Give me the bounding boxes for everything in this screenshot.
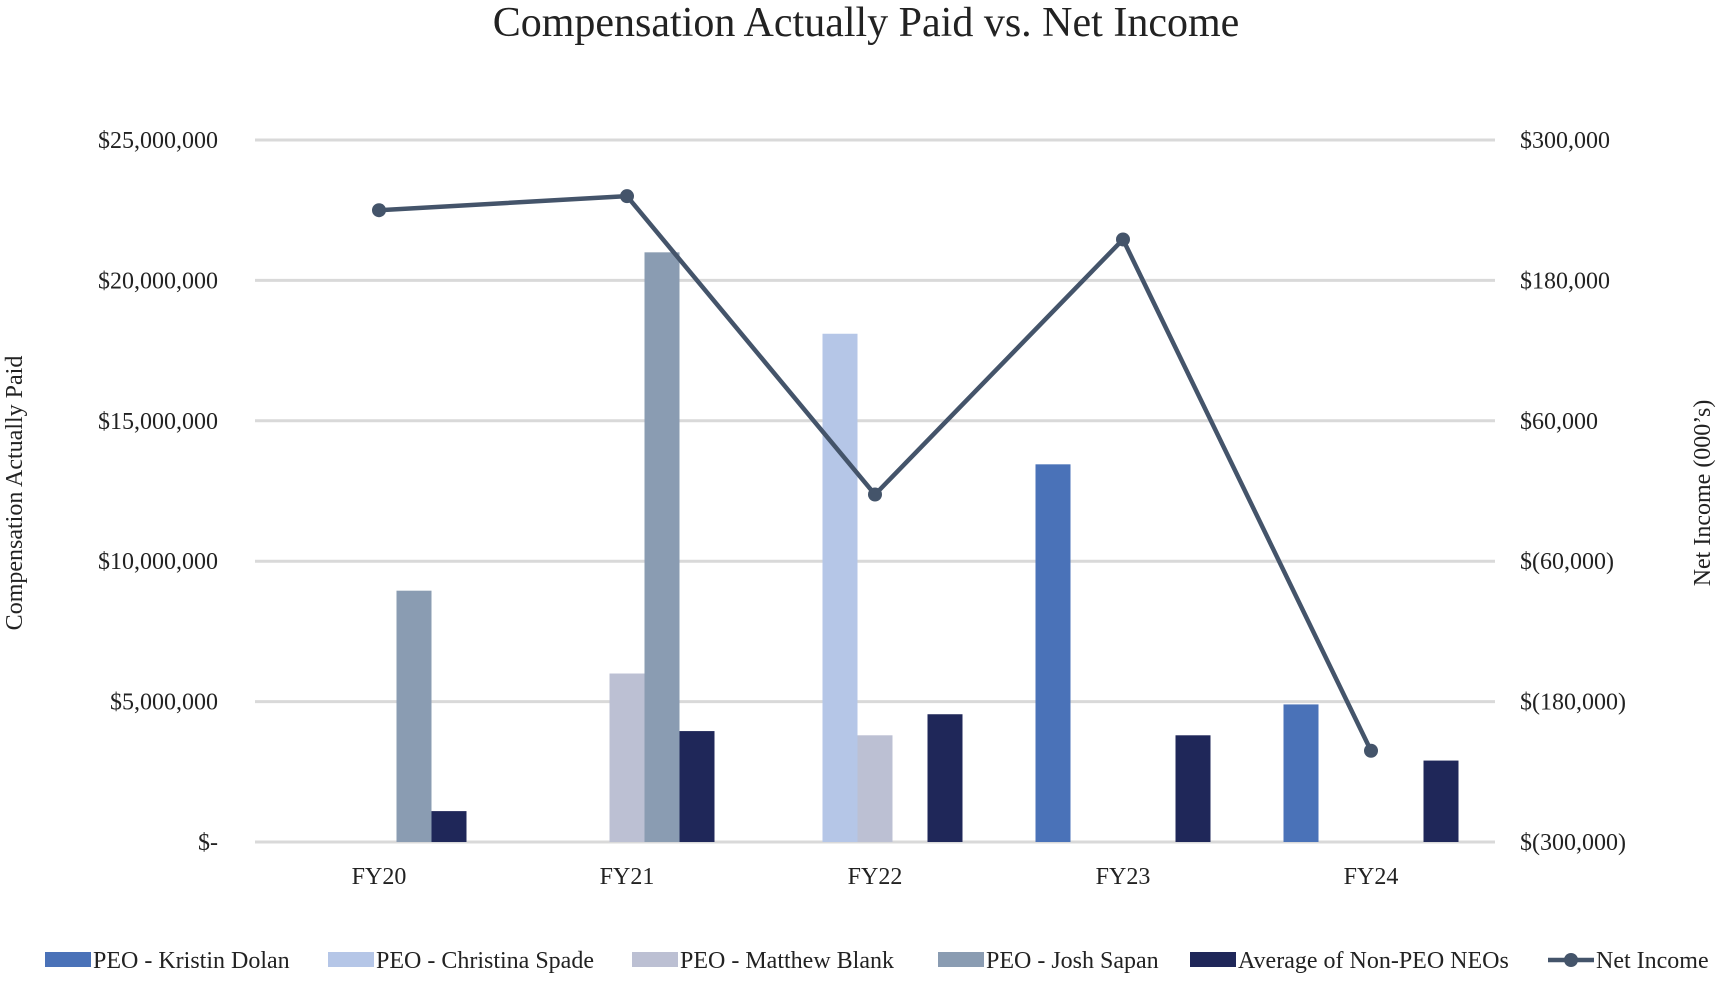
legend-swatch [632,952,678,967]
legend-swatch [328,952,374,967]
left-axis-tick-label: $- [198,830,218,856]
category-tick-label: FY24 [1344,864,1399,890]
category-tick-label: FY22 [848,864,903,890]
bar-series [396,252,1459,842]
right-axis-tick-label: $180,000 [1520,268,1610,294]
legend-item: PEO - Josh Sapan [938,948,1159,974]
legend-label: PEO - Matthew Blank [680,948,894,974]
legend-label: PEO - Kristin Dolan [93,948,290,974]
right-axis-tick-label: $60,000 [1520,409,1598,435]
category-tick-label: FY20 [352,864,407,890]
legend-swatch [1190,952,1236,967]
legend-swatch [45,952,91,967]
legend-marker [1564,953,1578,967]
legend-label: Average of Non-PEO NEOs [1238,948,1509,974]
bar-peo-josh-sapan-fy21 [644,252,680,842]
right-axis-tick-label: $300,000 [1520,128,1610,154]
category-tick-label: FY23 [1096,864,1151,890]
net-income-point-fy20 [372,203,386,218]
bar-average-of-non-peo-neos-fy24 [1423,760,1459,842]
bar-average-of-non-peo-neos-fy21 [679,731,715,842]
bar-average-of-non-peo-neos-fy22 [927,714,963,842]
bar-average-of-non-peo-neos-fy23 [1175,735,1211,842]
left-axis-tick-label: $20,000,000 [98,268,218,294]
legend-label: PEO - Josh Sapan [986,948,1159,974]
bar-average-of-non-peo-neos-fy20 [431,811,467,842]
legend-item: Average of Non-PEO NEOs [1190,948,1509,974]
category-axis-ticks: FY20 FY21 FY22 FY23 FY24 [352,864,1399,890]
bar-peo-kristin-dolan-fy24 [1283,704,1319,842]
legend-item: PEO - Christina Spade [328,948,594,974]
right-axis-title: Net Income (000’s) [1690,400,1716,587]
chart-title: Compensation Actually Paid vs. Net Incom… [493,0,1240,46]
net-income-point-fy21 [620,189,634,204]
left-axis-tick-label: $10,000,000 [98,549,218,575]
legend-item: Net Income [1548,948,1709,974]
left-axis-ticks: $- $5,000,000 $10,000,000 $15,000,000 $20,00… [98,128,218,856]
legend-label: PEO - Christina Spade [376,948,594,974]
left-axis-title: Compensation Actually Paid [2,356,28,631]
left-axis-tick-label: $15,000,000 [98,409,218,435]
right-axis-tick-label: $(60,000) [1520,549,1614,575]
legend: PEO - Kristin Dolan PEO - Christina Spade… [45,948,1709,974]
bar-peo-matthew-blank-fy22 [857,735,893,842]
net-income-line-series [372,189,1378,758]
legend-item: PEO - Matthew Blank [632,948,894,974]
legend-label: Net Income [1596,948,1709,974]
bar-peo-kristin-dolan-fy23 [1035,464,1071,842]
net-income-point-fy22 [868,487,882,502]
net-income-point-fy23 [1116,232,1130,247]
left-axis-tick-label: $5,000,000 [110,690,218,716]
bar-peo-josh-sapan-fy20 [396,590,432,842]
bar-peo-matthew-blank-fy21 [609,673,645,842]
bar-peo-christina-spade-fy22 [822,333,858,842]
left-axis-tick-label: $25,000,000 [98,128,218,154]
right-axis-tick-label: $(180,000) [1520,690,1626,716]
legend-swatch [938,952,984,967]
right-axis-tick-label: $(300,000) [1520,830,1626,856]
net-income-point-fy24 [1364,743,1378,758]
right-axis-ticks: $(300,000) $(180,000) $(60,000) $60,000 $180… [1520,128,1626,856]
legend-item: PEO - Kristin Dolan [45,948,290,974]
category-tick-label: FY21 [600,864,655,890]
